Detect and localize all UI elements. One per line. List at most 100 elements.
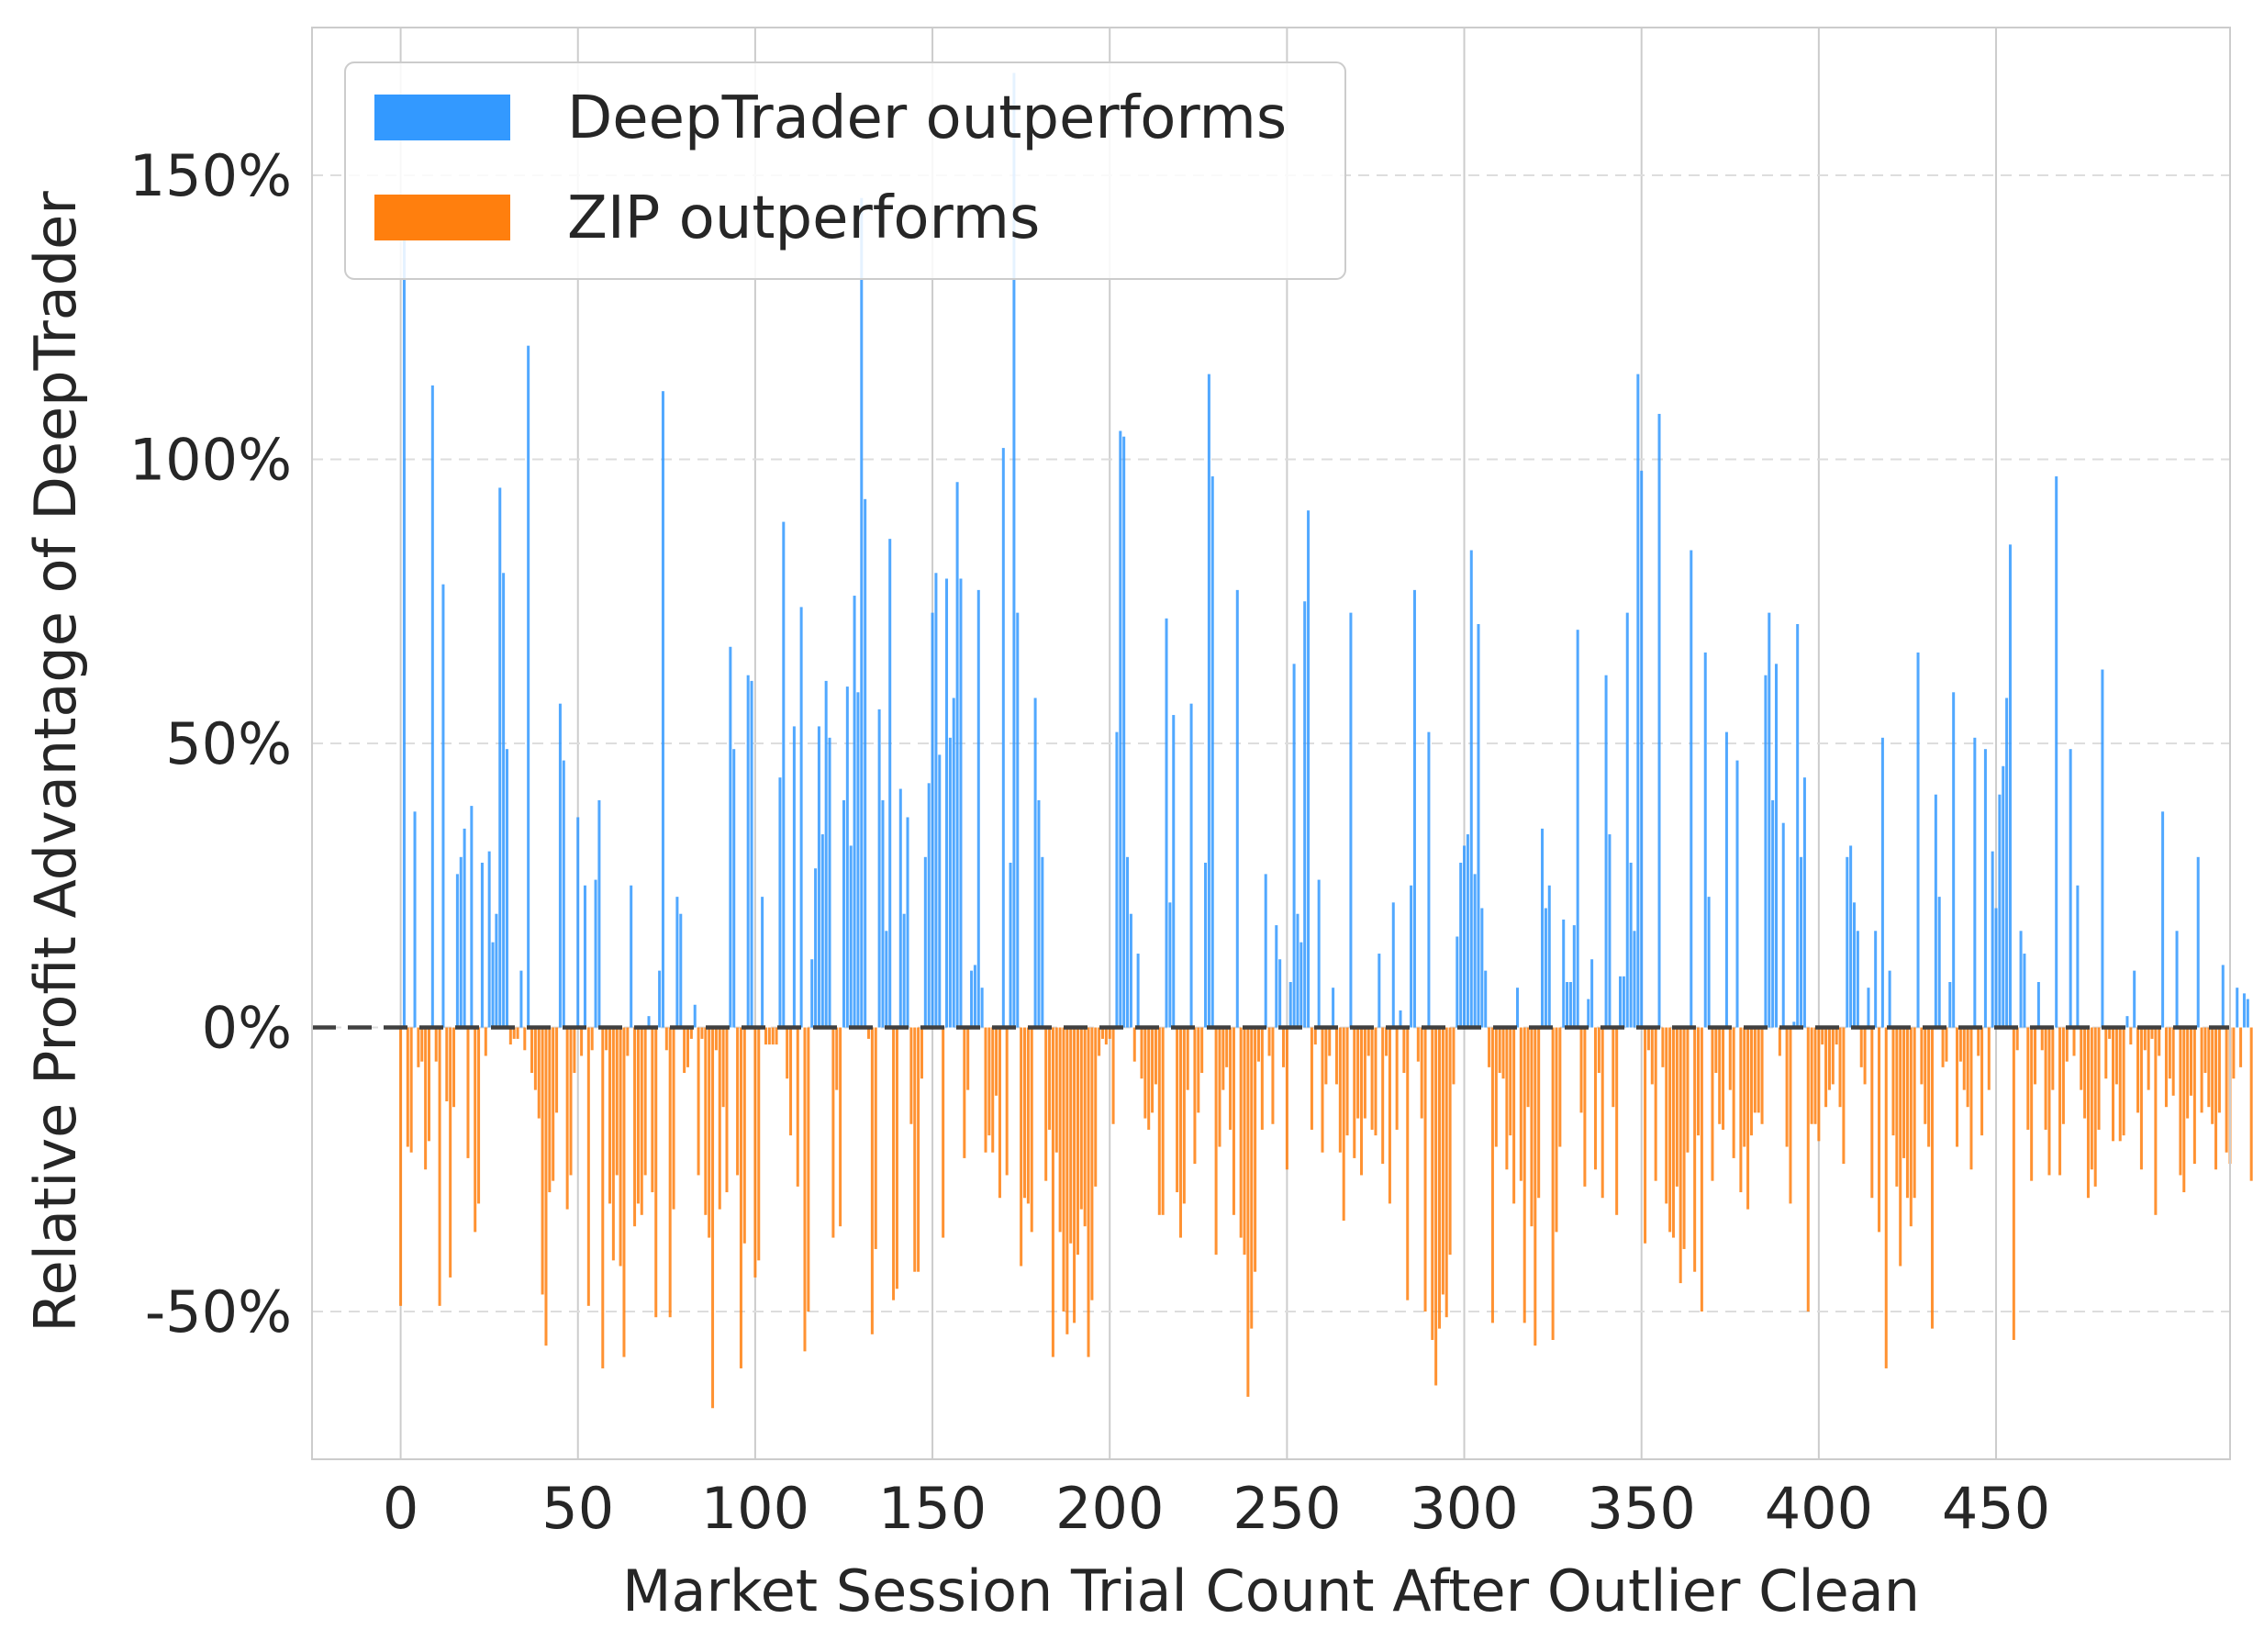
bar-deeptrader	[1275, 925, 1278, 1028]
bar-zip	[736, 1027, 740, 1176]
bar-deeptrader	[2196, 856, 2200, 1028]
bar-zip	[892, 1027, 896, 1300]
bar-zip	[1356, 1027, 1360, 1119]
bar-zip	[651, 1027, 654, 1193]
bar-zip	[2207, 1027, 2211, 1108]
bar-deeptrader	[877, 709, 881, 1028]
bar-zip	[1087, 1027, 1090, 1357]
bar-zip	[622, 1027, 626, 1357]
bar-zip	[1431, 1027, 1434, 1340]
bar-zip	[1593, 1027, 1597, 1170]
bar-deeptrader	[1566, 982, 1569, 1028]
bar-deeptrader	[1800, 856, 1803, 1028]
bar-zip	[2143, 1027, 2147, 1051]
bars	[399, 73, 2253, 1409]
bar-deeptrader	[761, 897, 764, 1028]
bar-deeptrader	[2076, 885, 2080, 1028]
bar-zip	[619, 1027, 622, 1267]
bar-zip	[1452, 1027, 1456, 1085]
x-tick-label: 350	[1588, 1475, 1696, 1542]
bar-deeptrader	[1934, 794, 1937, 1028]
bar-zip	[786, 1027, 789, 1079]
bar-zip	[1519, 1027, 1522, 1181]
bar-zip	[1941, 1027, 1945, 1067]
bar-deeptrader	[2175, 931, 2179, 1028]
bar-deeptrader	[491, 942, 495, 1028]
bar-deeptrader	[1880, 737, 1884, 1028]
bar-zip	[1827, 1027, 1831, 1090]
bar-deeptrader	[1299, 942, 1303, 1028]
bar-zip	[533, 1027, 537, 1090]
bar-deeptrader	[973, 965, 976, 1028]
bar-deeptrader	[1802, 777, 1806, 1028]
bar-zip	[697, 1027, 700, 1176]
bar-zip	[1612, 1027, 1615, 1108]
bar-zip	[452, 1027, 456, 1108]
bar-deeptrader	[820, 834, 824, 1028]
bar-zip	[2239, 1027, 2243, 1067]
bar-zip	[1353, 1027, 1356, 1158]
bar-zip	[2232, 1027, 2236, 1079]
bar-zip	[874, 1027, 877, 1249]
bar-deeptrader	[1792, 1021, 1796, 1028]
bar-deeptrader	[1119, 430, 1122, 1028]
bar-deeptrader	[814, 868, 818, 1028]
bar-deeptrader	[782, 521, 786, 1028]
x-tick-label: 100	[701, 1475, 809, 1542]
bar-zip	[1108, 1027, 1111, 1039]
bar-deeptrader	[1948, 982, 1952, 1028]
bar-zip	[1448, 1027, 1452, 1256]
bar-zip	[2225, 1027, 2228, 1153]
bar-deeptrader	[1541, 828, 1545, 1028]
bar-zip	[1700, 1027, 1703, 1312]
bar-deeptrader	[1235, 589, 1239, 1028]
bar-deeptrader	[562, 760, 565, 1028]
bar-zip	[1328, 1027, 1332, 1056]
bar-deeptrader	[1349, 612, 1353, 1028]
bar-deeptrader	[1846, 856, 1849, 1028]
bar-deeptrader	[597, 799, 601, 1028]
bar-zip	[966, 1027, 970, 1090]
bar-zip	[1909, 1027, 1913, 1227]
bar-zip	[2104, 1027, 2108, 1079]
bar-deeptrader	[1009, 863, 1012, 1028]
bar-zip	[1654, 1027, 1657, 1181]
bar-zip	[548, 1027, 552, 1193]
bar-zip	[771, 1027, 775, 1045]
bar-zip	[1402, 1027, 1406, 1074]
bar-deeptrader	[1303, 601, 1307, 1028]
bar-zip	[1810, 1027, 1813, 1124]
bar-zip	[552, 1027, 555, 1181]
bar-zip	[2083, 1027, 2087, 1119]
bar-zip	[1821, 1027, 1824, 1045]
bar-zip	[1221, 1027, 1225, 1090]
bar-zip	[1878, 1027, 1881, 1233]
bar-deeptrader	[881, 799, 885, 1028]
bar-zip	[1870, 1027, 1874, 1199]
bar-deeptrader	[1781, 822, 1785, 1028]
bar-zip	[920, 1027, 923, 1079]
bar-zip	[1753, 1027, 1757, 1113]
bar-zip	[683, 1027, 686, 1074]
bar-zip	[1324, 1027, 1328, 1085]
bar-zip	[1494, 1027, 1498, 1147]
bar-zip	[987, 1027, 991, 1136]
bar-zip	[1728, 1027, 1732, 1090]
bar-zip	[1526, 1027, 1530, 1108]
bar-deeptrader	[927, 783, 931, 1028]
bar-deeptrader	[2221, 965, 2225, 1028]
bar-deeptrader	[480, 863, 484, 1028]
bar-zip	[1385, 1027, 1389, 1056]
bar-zip	[2080, 1027, 2083, 1090]
bar-deeptrader	[1636, 374, 1640, 1028]
bar-zip	[1686, 1027, 1690, 1153]
bar-zip	[913, 1027, 917, 1272]
bar-deeptrader	[1466, 834, 1469, 1028]
bar-deeptrader	[463, 828, 466, 1028]
bar-zip	[1282, 1027, 1286, 1067]
bar-zip	[1824, 1027, 1828, 1108]
bar-zip	[1693, 1027, 1697, 1272]
y-tick-label: 100%	[129, 426, 292, 493]
bar-zip	[1243, 1027, 1246, 1256]
bar-zip	[711, 1027, 715, 1409]
